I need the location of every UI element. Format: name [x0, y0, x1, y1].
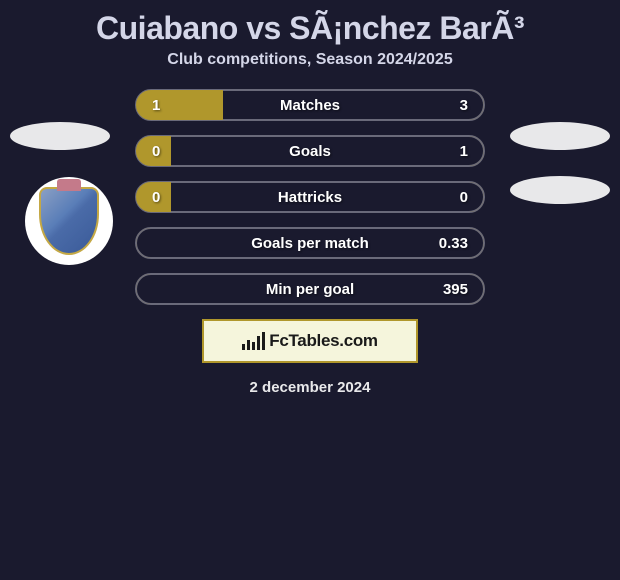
logo-inner: FcTables.com — [242, 331, 378, 351]
club-badge — [25, 177, 113, 265]
player-left-placeholder — [10, 122, 110, 150]
stat-row-hattricks: 0 Hattricks 0 — [135, 181, 485, 213]
stat-right-value: 0 — [460, 189, 468, 206]
player-right-placeholder-1 — [510, 122, 610, 150]
stat-label: Min per goal — [266, 281, 354, 298]
chart-bar — [242, 344, 245, 350]
stat-label: Matches — [280, 97, 340, 114]
fctables-logo[interactable]: FcTables.com — [202, 319, 418, 363]
stat-right-value: 1 — [460, 143, 468, 160]
stat-dark-fill — [223, 90, 484, 120]
stat-label: Goals — [289, 143, 331, 160]
chart-bar — [257, 336, 260, 350]
stat-left-value: 0 — [152, 143, 160, 160]
stat-right-value: 3 — [460, 97, 468, 114]
chart-bar — [262, 332, 265, 350]
stat-right-value: 395 — [443, 281, 468, 298]
stat-row-min-per-goal: Min per goal 395 — [135, 273, 485, 305]
player-right-placeholder-2 — [510, 176, 610, 204]
chart-bar — [247, 340, 250, 350]
stat-row-goals-per-match: Goals per match 0.33 — [135, 227, 485, 259]
stats-container: 1 Matches 3 0 Goals 1 0 Hattricks 0 Goal… — [135, 89, 485, 305]
stat-row-matches: 1 Matches 3 — [135, 89, 485, 121]
date-text: 2 december 2024 — [0, 379, 620, 396]
stat-row-goals: 0 Goals 1 — [135, 135, 485, 167]
page-title: Cuiabano vs SÃ¡nchez BarÃ³ — [0, 0, 620, 47]
logo-text: FcTables.com — [269, 331, 378, 351]
club-badge-shield-icon — [39, 187, 99, 255]
stat-left-value: 0 — [152, 189, 160, 206]
chart-icon — [242, 332, 265, 350]
stat-left-value: 1 — [152, 97, 160, 114]
stat-label: Hattricks — [278, 189, 342, 206]
chart-bar — [252, 342, 255, 350]
stat-right-value: 0.33 — [439, 235, 468, 252]
page-subtitle: Club competitions, Season 2024/2025 — [0, 51, 620, 69]
stat-label: Goals per match — [251, 235, 369, 252]
